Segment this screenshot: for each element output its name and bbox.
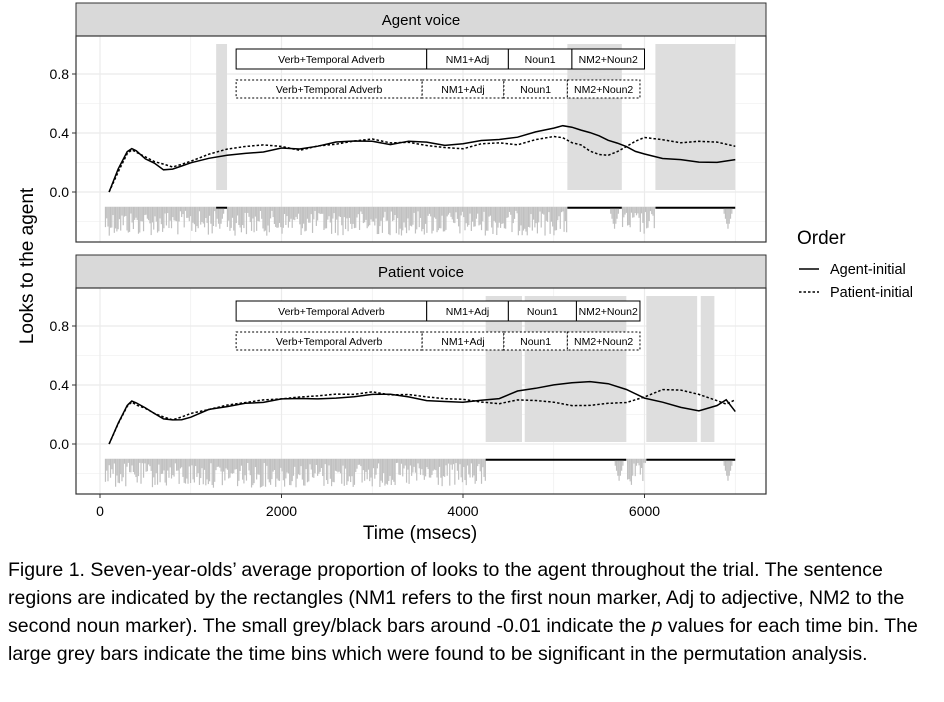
region-box-patient-initial [566, 79, 641, 99]
facet-strip-label: Agent voice [382, 12, 460, 29]
region-label-patient-initial: Verb+Temporal Adverb [276, 84, 383, 96]
panel-border [75, 287, 767, 495]
significance-band [646, 296, 698, 442]
facet-strip-label: Patient voice [378, 264, 464, 281]
legend-label-agent-initial: Agent-initial [830, 262, 906, 278]
series-line-agent-initial [108, 124, 736, 193]
panel-patient-voice: Patient voice Verb+Temporal Adverb NM1+Adj… [50, 254, 767, 495]
figure: Agent voice Verb+Temporal Adverb NM1+Adj No… [17, 2, 913, 544]
legend-label-patient-initial: Patient-initial [830, 285, 913, 301]
y-tick-label: 0.4 [50, 377, 70, 393]
figure-caption: Figure 1. Seven-year-olds’ average propo… [8, 556, 938, 668]
region-label-patient-initial: NM1+Adj [441, 84, 484, 96]
region-label-agent-initial: Verb+Temporal Adverb [278, 54, 385, 66]
region-label-patient-initial: NM1+Adj [441, 336, 484, 348]
region-label-patient-initial: Noun1 [520, 336, 551, 348]
series-line-agent-initial [108, 380, 736, 445]
region-box-patient-initial [566, 331, 641, 351]
panel-border [75, 35, 767, 243]
region-label-agent-initial: NM1+Adj [446, 306, 489, 318]
facet-strip [75, 2, 767, 37]
legend-title: Order [797, 228, 846, 249]
region-label-patient-initial: NM2+Noun2 [574, 84, 633, 96]
x-axis-label: Time (msecs) [363, 523, 477, 544]
chart-panels: Agent voice Verb+Temporal Adverb NM1+Adj No… [50, 2, 767, 519]
x-tick-label: 6000 [629, 503, 660, 519]
y-tick-label: 0.0 [50, 184, 70, 200]
region-box-patient-initial [235, 331, 423, 351]
y-tick-label: 0.4 [50, 125, 70, 141]
chart-axes: Looks to the agent Time (msecs) [17, 187, 477, 544]
region-label-agent-initial: NM2+Noun2 [579, 54, 638, 66]
y-axis-label: Looks to the agent [17, 187, 38, 344]
caption-p-symbol: p [651, 615, 663, 637]
significance-band [216, 44, 228, 190]
panel-agent-voice: Agent voice Verb+Temporal Adverb NM1+Adj No… [50, 2, 767, 243]
region-box-patient-initial [421, 331, 505, 351]
series-line-patient-initial [108, 388, 736, 445]
region-label-patient-initial: NM2+Noun2 [574, 336, 633, 348]
region-box-patient-initial [421, 79, 505, 99]
region-label-agent-initial: Verb+Temporal Adverb [278, 306, 385, 318]
region-box-agent-initial [571, 48, 646, 70]
region-label-agent-initial: Noun1 [525, 54, 556, 66]
y-tick-label: 0.0 [50, 436, 70, 452]
caption-text-1: Figure 1. Seven-year-olds’ average propo… [8, 559, 905, 637]
region-box-agent-initial [575, 300, 641, 322]
region-label-agent-initial: NM1+Adj [446, 54, 489, 66]
pvalue-bars [104, 206, 736, 236]
y-tick-label: 0.8 [50, 318, 70, 334]
region-label-patient-initial: Noun1 [520, 84, 551, 96]
region-label-agent-initial: NM2+Noun2 [579, 306, 638, 318]
series-line-patient-initial [108, 135, 736, 193]
y-tick-label: 0.8 [50, 66, 70, 82]
region-label-agent-initial: Noun1 [527, 306, 558, 318]
significance-band [700, 296, 715, 442]
region-label-patient-initial: Verb+Temporal Adverb [276, 336, 383, 348]
pvalue-bars [104, 458, 736, 488]
x-tick-label: 0 [96, 503, 104, 519]
x-tick-label: 2000 [266, 503, 297, 519]
significance-band [655, 44, 736, 190]
region-box-patient-initial [235, 79, 423, 99]
x-tick-label: 4000 [447, 503, 478, 519]
facet-strip [75, 254, 767, 289]
legend: Order Agent-initial Patient-initial [797, 228, 913, 301]
caption-text-2: values for each time bin. The large grey… [8, 615, 918, 665]
